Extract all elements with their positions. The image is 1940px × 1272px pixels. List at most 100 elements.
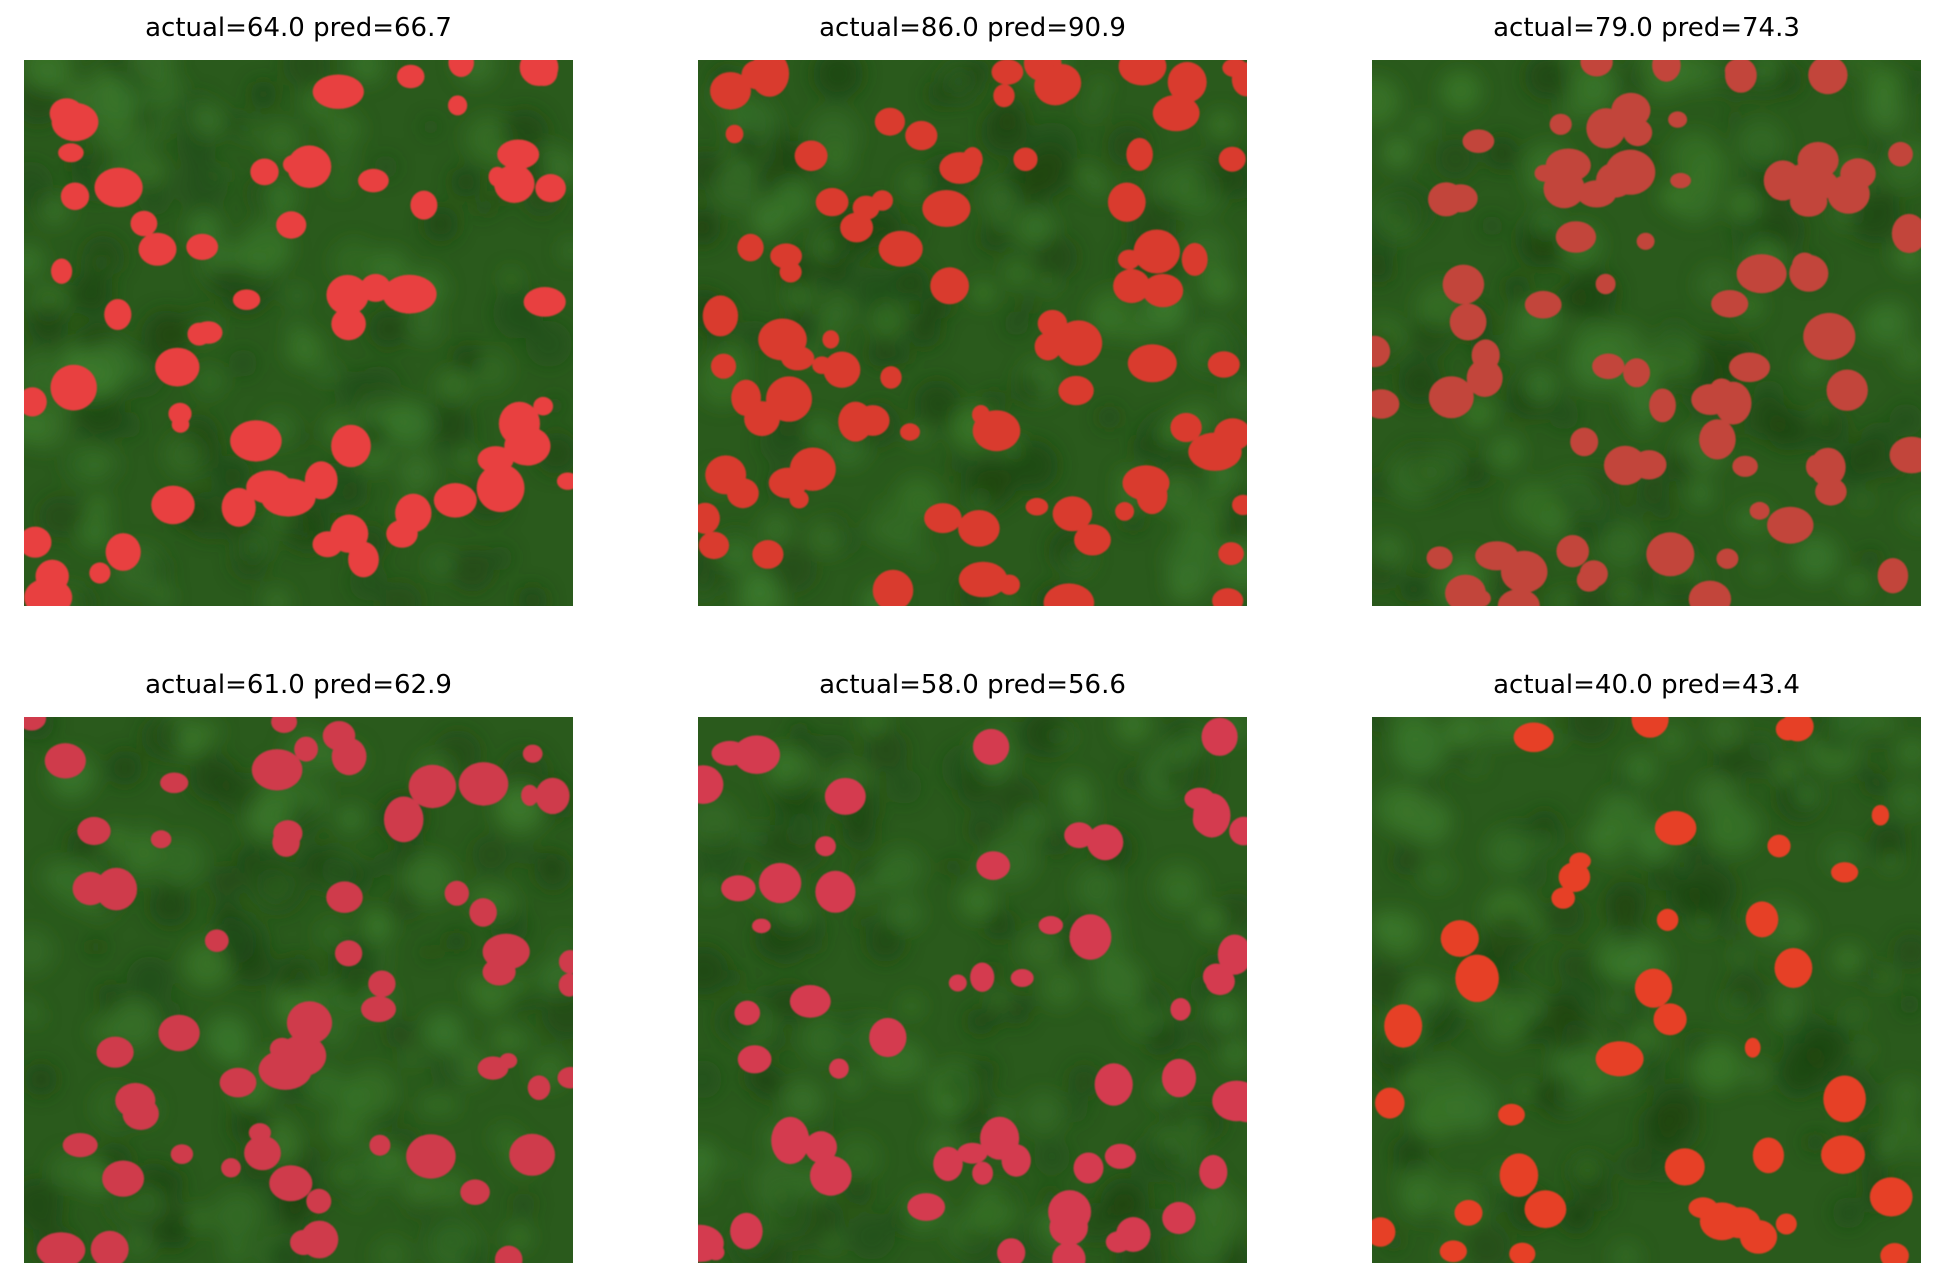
red-blob: [1699, 419, 1736, 460]
red-blob: [460, 1179, 490, 1205]
red-blob: [1372, 389, 1400, 419]
red-blob: [499, 1053, 518, 1069]
red-blob: [1880, 1243, 1909, 1263]
red-blob: [94, 167, 143, 208]
red-blob: [997, 1238, 1026, 1263]
red-blob: [458, 762, 509, 806]
red-blob: [90, 1230, 129, 1263]
red-blob: [1466, 359, 1503, 397]
red-blob: [1736, 254, 1787, 294]
red-blob: [957, 1142, 988, 1164]
red-blob: [1888, 141, 1913, 167]
red-blob: [1646, 532, 1695, 577]
red-blob: [556, 472, 573, 490]
red-blob: [958, 561, 1008, 598]
red-blob: [331, 307, 366, 341]
red-blob: [789, 489, 809, 509]
red-blob: [1543, 169, 1585, 209]
red-blob: [823, 351, 861, 388]
red-blob: [1439, 1240, 1467, 1263]
red-blob: [698, 502, 720, 534]
red-blob: [250, 158, 279, 186]
red-blob: [331, 424, 371, 468]
red-blob: [469, 898, 497, 927]
red-blob: [1592, 353, 1625, 380]
red-blob: [1577, 180, 1617, 208]
red-blob: [382, 274, 437, 314]
red-blob: [1218, 146, 1246, 172]
grass-texture: [698, 717, 1247, 1263]
red-blob: [698, 1224, 724, 1262]
red-blob: [1162, 1201, 1196, 1235]
red-blob: [396, 64, 425, 89]
red-blob: [171, 416, 190, 433]
red-blob: [1623, 358, 1651, 388]
red-blob: [276, 490, 307, 515]
red-blob: [258, 1049, 312, 1090]
red-blob: [1653, 1003, 1687, 1036]
red-blob: [102, 1160, 145, 1197]
red-blob: [781, 346, 815, 371]
red-blob: [1603, 445, 1647, 486]
red-blob: [1595, 273, 1616, 295]
red-blob: [369, 1134, 391, 1156]
red-blob: [326, 274, 369, 315]
red-blob: [1732, 455, 1758, 477]
red-blob: [1454, 1199, 1483, 1226]
red-blob: [49, 98, 84, 129]
red-blob: [1087, 824, 1124, 861]
red-blob: [710, 353, 737, 379]
red-blob: [286, 1001, 333, 1045]
red-blob: [322, 721, 356, 751]
red-blob: [1199, 1154, 1228, 1190]
red-blob: [698, 531, 730, 560]
red-blob: [312, 531, 343, 558]
red-blob: [1372, 335, 1391, 368]
panel-title: actual=58.0 pred=56.6: [819, 670, 1126, 700]
red-blob: [1094, 1063, 1133, 1106]
red-blob: [527, 1075, 551, 1100]
red-blob: [533, 396, 554, 416]
red-blob: [1133, 229, 1180, 274]
red-blob: [519, 60, 559, 86]
red-blob: [221, 1158, 241, 1178]
red-blob: [1767, 506, 1814, 544]
red-blob: [924, 503, 962, 534]
red-blob: [1167, 61, 1207, 103]
red-blob: [477, 446, 514, 473]
red-blob: [905, 120, 938, 151]
red-blob: [1074, 524, 1111, 556]
red-blob: [1440, 920, 1479, 957]
red-blob: [1064, 822, 1094, 849]
red-blob: [1126, 137, 1153, 171]
red-blob: [815, 836, 836, 857]
red-blob: [1170, 998, 1191, 1021]
red-blob: [1580, 60, 1613, 77]
red-blob: [1688, 1197, 1718, 1219]
red-blob: [702, 295, 739, 337]
red-blob: [752, 540, 784, 569]
red-blob: [1576, 568, 1602, 592]
red-blob: [204, 929, 229, 952]
red-blob: [96, 1036, 134, 1068]
red-blob: [1229, 816, 1247, 846]
red-blob: [1499, 1153, 1539, 1197]
red-blob: [1201, 717, 1238, 756]
red-blob: [993, 84, 1015, 108]
red-blob: [1670, 172, 1691, 189]
red-blob: [1142, 273, 1184, 308]
red-blob: [779, 261, 802, 283]
red-blob: [1688, 580, 1732, 606]
red-blob: [1170, 412, 1202, 443]
red-blob: [1218, 542, 1244, 566]
red-blob: [77, 816, 111, 846]
red-blob: [872, 569, 914, 606]
red-blob: [558, 950, 573, 974]
red-blob: [494, 1245, 523, 1263]
red-blob: [1808, 60, 1848, 95]
red-blob: [35, 559, 69, 593]
red-blob: [509, 1133, 555, 1176]
red-blob: [521, 784, 539, 806]
red-blob: [1217, 934, 1247, 975]
red-blob: [962, 147, 983, 172]
